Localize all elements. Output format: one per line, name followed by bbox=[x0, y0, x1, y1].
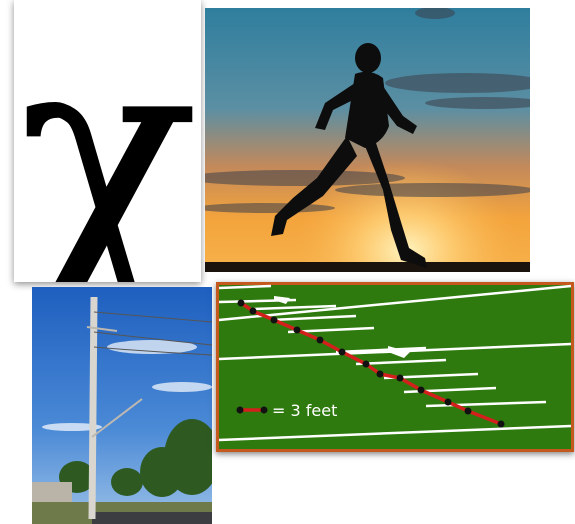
road bbox=[92, 512, 212, 524]
scale-legend-text: = 3 feet bbox=[272, 401, 337, 420]
scale-legend: = 3 feet bbox=[236, 401, 337, 420]
trees bbox=[59, 419, 212, 497]
measurement-dots bbox=[237, 299, 505, 428]
chi-symbol-panel: χ bbox=[14, 0, 201, 282]
runner-silhouette bbox=[271, 43, 427, 268]
pole bbox=[88, 296, 98, 520]
football-field-graphic: = 3 feet bbox=[216, 282, 574, 452]
wires bbox=[93, 311, 212, 356]
utility-pole-photo bbox=[32, 287, 212, 524]
chi-glyph: χ bbox=[17, 0, 199, 282]
utility-pole-graphic bbox=[32, 287, 212, 524]
football-field-diagram: = 3 feet bbox=[216, 282, 574, 452]
runner-sunset-graphic bbox=[205, 8, 530, 272]
clouds bbox=[42, 340, 212, 431]
runner-sunset-photo bbox=[205, 8, 530, 272]
field-turf bbox=[219, 285, 571, 449]
chi-glyph-graphic: χ bbox=[17, 0, 199, 282]
arrow-markers bbox=[274, 296, 410, 358]
